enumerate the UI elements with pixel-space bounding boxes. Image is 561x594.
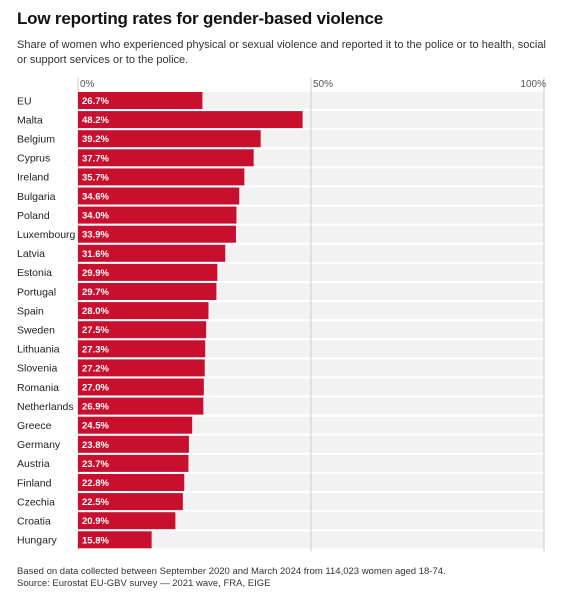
category-label: Spain [17, 305, 44, 317]
bar [78, 359, 205, 377]
category-label: Estonia [17, 267, 52, 279]
category-label: Lithuania [17, 344, 60, 356]
category-label: Austria [17, 458, 50, 470]
bar-chart: 0% 50% 100% 26.7% EU 48.2% Malta 39.2% Belgium 37… [17, 78, 546, 552]
category-label: Latvia [17, 248, 45, 260]
bar [78, 168, 245, 186]
bar-value-label: 34.0% [82, 211, 109, 222]
bar [78, 111, 303, 129]
bar [78, 493, 183, 511]
bar-value-label: 26.9% [82, 402, 109, 413]
category-label: Czechia [17, 496, 55, 508]
bar [78, 474, 185, 491]
bar [78, 149, 254, 167]
category-label: Malta [17, 114, 43, 126]
bar-value-label: 27.2% [82, 363, 109, 374]
footnote: Based on data collected between Septembe… [17, 566, 446, 577]
bar [78, 206, 237, 224]
category-label: Ireland [17, 172, 49, 184]
bar [78, 302, 209, 320]
chart-subtitle: Share of women who experienced physical … [17, 39, 546, 66]
bar [78, 340, 206, 358]
bar-value-label: 27.5% [82, 325, 109, 336]
bar-value-label: 26.7% [82, 96, 109, 107]
category-label: Cyprus [17, 153, 50, 165]
bar [78, 397, 204, 415]
category-label: Slovenia [17, 363, 57, 375]
bar-value-label: 23.8% [82, 440, 109, 451]
category-label: Finland [17, 477, 52, 489]
category-label: Greece [17, 420, 52, 432]
bar [78, 531, 152, 549]
bar-value-label: 35.7% [82, 172, 109, 183]
category-label: Sweden [17, 325, 55, 337]
bar [78, 435, 189, 453]
bar-value-label: 34.6% [82, 192, 109, 203]
category-label: Germany [17, 439, 61, 451]
bar-value-label: 48.2% [82, 115, 109, 126]
category-label: Belgium [17, 134, 55, 146]
bar-value-label: 22.5% [82, 497, 109, 508]
bar-value-label: 22.8% [82, 478, 109, 489]
category-label: Croatia [17, 516, 51, 528]
bar [78, 130, 261, 148]
bar [78, 263, 218, 281]
bar [78, 283, 217, 300]
x-tick-label: 50% [313, 79, 333, 90]
chart-title: Low reporting rates for gender-based vio… [17, 9, 384, 28]
category-label: Romania [17, 382, 59, 394]
x-tick-label: 100% [520, 79, 546, 90]
bar [78, 454, 189, 472]
bar-value-label: 33.9% [82, 230, 109, 241]
category-label: Portugal [17, 286, 56, 298]
category-label: EU [17, 95, 32, 107]
bar [78, 187, 240, 205]
bar-value-label: 39.2% [82, 134, 109, 145]
bar-value-label: 20.9% [82, 516, 109, 527]
category-label: Bulgaria [17, 191, 56, 203]
bar-value-label: 15.8% [82, 535, 109, 546]
category-label: Hungary [17, 535, 57, 547]
bar [78, 378, 204, 396]
bar [78, 244, 226, 262]
bar-value-label: 24.5% [82, 421, 109, 432]
bar [78, 225, 236, 243]
x-tick-label: 0% [80, 79, 95, 90]
bar-value-label: 27.3% [82, 344, 109, 355]
bar-value-label: 31.6% [82, 249, 109, 260]
bar-value-label: 28.0% [82, 306, 109, 317]
bar-value-label: 27.0% [82, 383, 109, 394]
category-label: Netherlands [17, 401, 74, 413]
bar [78, 321, 207, 339]
bar [78, 512, 176, 530]
bar [78, 92, 203, 109]
category-label: Luxembourg [17, 229, 76, 241]
category-label: Poland [17, 210, 50, 222]
bar [78, 416, 193, 434]
bar-value-label: 29.7% [82, 287, 109, 298]
source-note: Source: Eurostat EU-GBV survey — 2021 wa… [17, 578, 271, 589]
bar-value-label: 23.7% [82, 459, 109, 470]
bar-value-label: 37.7% [82, 153, 109, 164]
bar-value-label: 29.9% [82, 268, 109, 279]
